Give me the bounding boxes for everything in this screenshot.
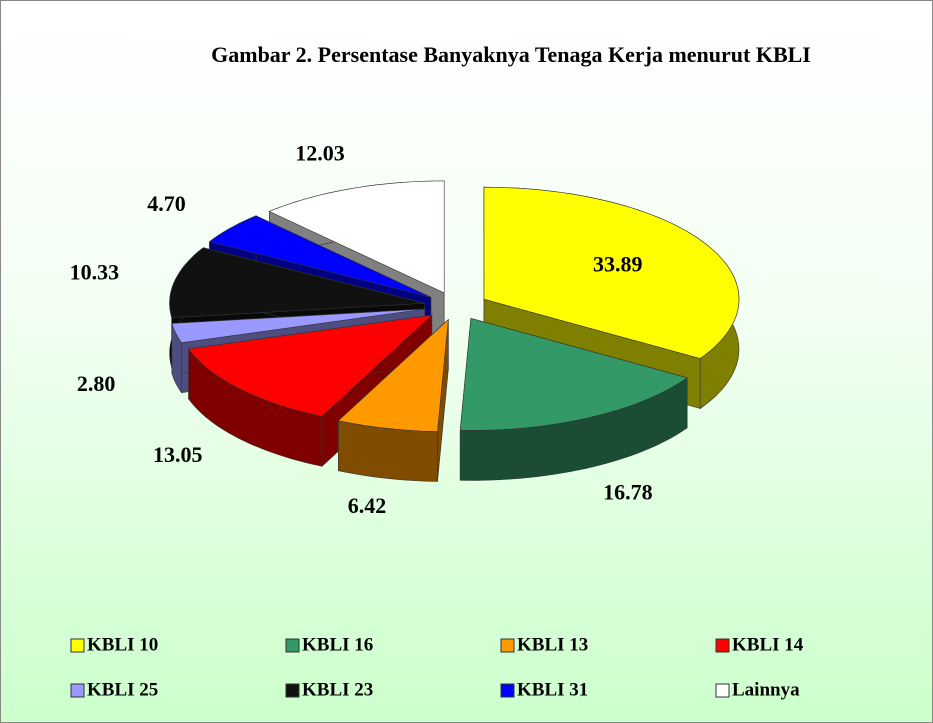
legend-swatch	[70, 683, 85, 698]
chart-title: Gambar 2. Persentase Banyaknya Tenaga Ke…	[211, 42, 811, 67]
legend-label: KBLI 10	[87, 634, 158, 655]
legend-label: Lainnya	[732, 679, 800, 700]
data-label: 2.80	[77, 371, 116, 396]
legend-swatch	[285, 683, 300, 698]
data-label: 13.05	[153, 442, 203, 467]
legend-swatch	[500, 683, 515, 698]
legend-swatch	[285, 638, 300, 653]
legend-swatch	[500, 638, 515, 653]
legend-swatch	[70, 638, 85, 653]
legend-swatch	[715, 683, 730, 698]
pie-slice	[459, 318, 688, 481]
data-label: 4.70	[147, 191, 186, 216]
slice-top	[208, 215, 432, 298]
slice-top	[337, 318, 449, 432]
legend-label: KBLI 23	[302, 679, 373, 700]
slice-top	[268, 180, 445, 294]
legend-label: KBLI 14	[732, 634, 804, 655]
legend-swatch	[715, 638, 730, 653]
slice-top	[169, 247, 425, 319]
pie-slice	[337, 318, 449, 482]
data-label: 12.03	[295, 141, 345, 166]
data-label: 10.33	[70, 260, 120, 285]
slice-top	[171, 308, 425, 344]
legend-label: KBLI 13	[517, 634, 588, 655]
slice-top	[188, 314, 433, 417]
data-label: 33.89	[593, 252, 643, 277]
data-label: 16.78	[603, 479, 653, 504]
data-label: 6.42	[348, 493, 387, 518]
legend-label: KBLI 31	[517, 679, 588, 700]
slice-top	[483, 186, 740, 359]
legend-label: KBLI 25	[87, 679, 158, 700]
slice-top	[459, 318, 688, 431]
legend-label: KBLI 16	[302, 634, 373, 655]
